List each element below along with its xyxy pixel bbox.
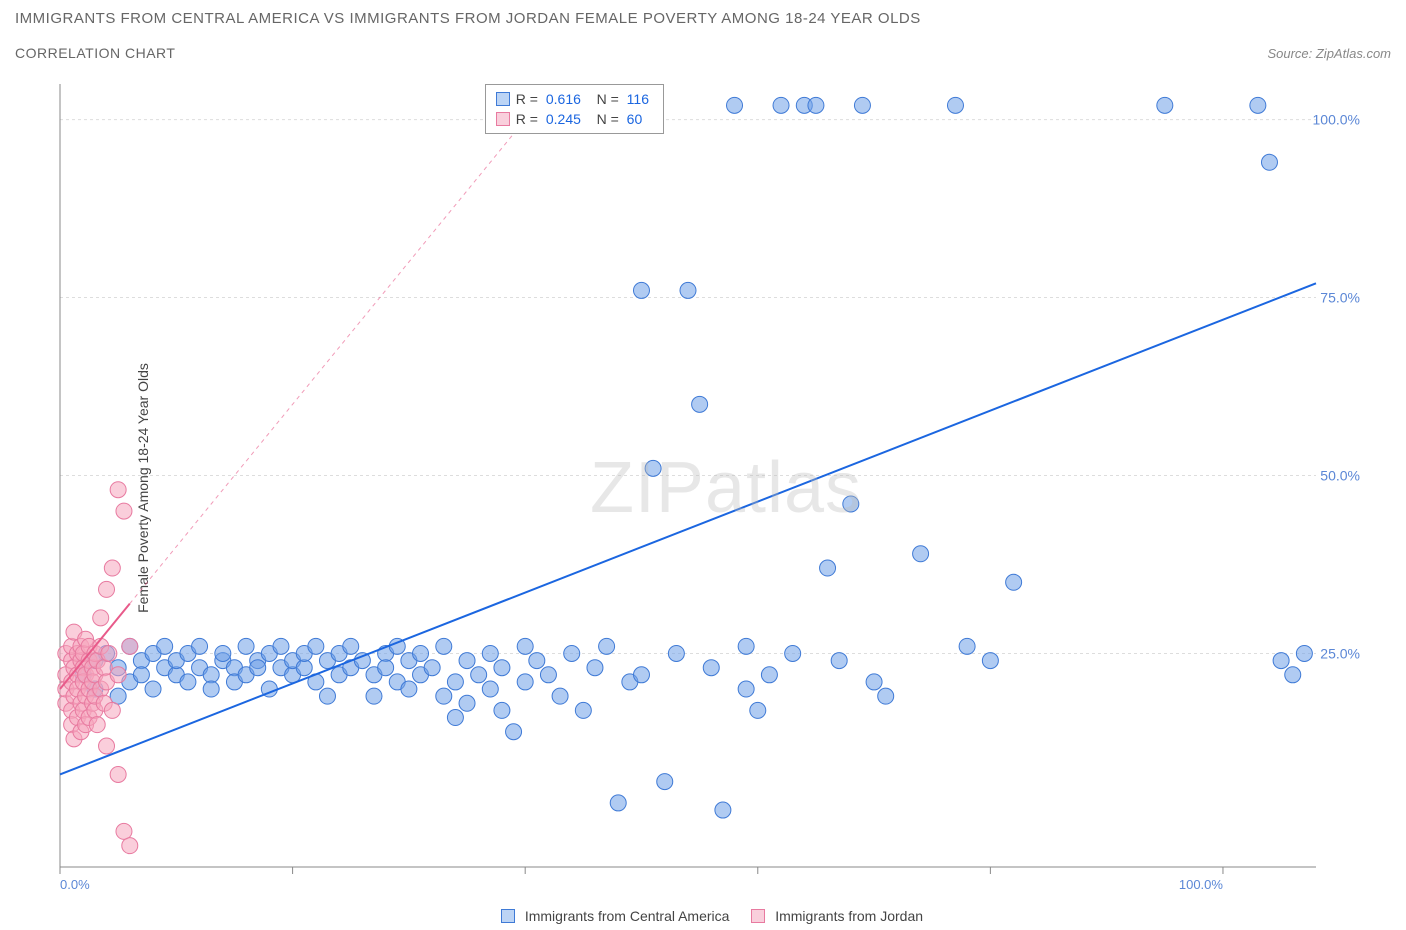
legend-swatch-icon	[496, 92, 510, 106]
r-label: R =	[516, 111, 538, 127]
legend-label-jordan: Immigrants from Jordan	[775, 908, 923, 924]
n-value: 60	[627, 111, 643, 127]
svg-text:50.0%: 50.0%	[1320, 468, 1360, 484]
n-label: N =	[597, 91, 619, 107]
chart-title: IMMIGRANTS FROM CENTRAL AMERICA VS IMMIG…	[15, 10, 1391, 27]
legend-swatch-central-america	[501, 909, 515, 923]
subtitle-row: CORRELATION CHART Source: ZipAtlas.com	[15, 45, 1391, 61]
legend-row-0: R = 0.616 N = 116	[496, 89, 653, 109]
svg-text:100.0%: 100.0%	[1313, 112, 1360, 128]
source-attribution: Source: ZipAtlas.com	[1267, 46, 1391, 61]
scatter-svg: 25.0% 50.0% 75.0% 100.0% 0.0% 100.0%	[56, 80, 1396, 895]
plot-area: 25.0%50.0%75.0%100.0%0.0%100.0% ZIPatlas…	[56, 80, 1396, 895]
legend-label-central-america: Immigrants from Central America	[525, 908, 730, 924]
legend-swatch-jordan	[751, 909, 765, 923]
r-label: R =	[516, 91, 538, 107]
r-value: 0.616	[546, 91, 581, 107]
header: IMMIGRANTS FROM CENTRAL AMERICA VS IMMIG…	[15, 10, 1391, 61]
legend-swatch-icon	[496, 112, 510, 126]
svg-text:0.0%: 0.0%	[60, 877, 90, 892]
svg-text:100.0%: 100.0%	[1179, 877, 1224, 892]
n-label: N =	[597, 111, 619, 127]
correlation-legend: R = 0.616 N = 116R = 0.245 N = 60	[485, 84, 664, 134]
legend-row-1: R = 0.245 N = 60	[496, 109, 653, 129]
n-value: 116	[627, 91, 649, 107]
chart-container: Female Poverty Among 18-24 Year Olds 25.…	[38, 80, 1396, 895]
svg-text:25.0%: 25.0%	[1320, 645, 1360, 661]
bottom-legend: Immigrants from Central America Immigran…	[0, 908, 1406, 924]
chart-subtitle: CORRELATION CHART	[15, 45, 175, 61]
r-value: 0.245	[546, 111, 581, 127]
svg-text:75.0%: 75.0%	[1320, 290, 1360, 306]
